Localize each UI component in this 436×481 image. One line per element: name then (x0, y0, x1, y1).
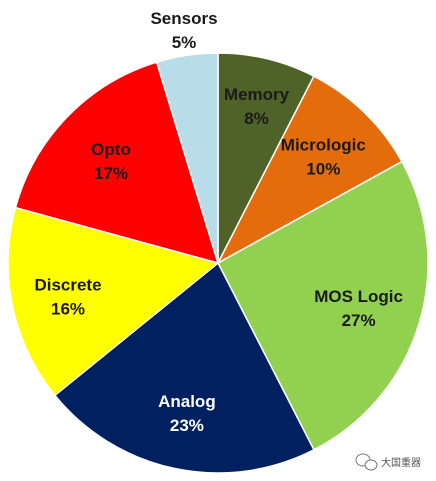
slice-label: Discrete (34, 276, 101, 295)
pie-slice-discrete (7, 206, 220, 397)
slice-label: Analog (158, 392, 216, 411)
pie-slice-micrologic (216, 75, 403, 265)
slice-value-label: 27% (342, 311, 376, 330)
slice-label: Micrologic (281, 136, 366, 155)
slice-label: Sensors (150, 9, 217, 28)
slice-value-label: 23% (170, 416, 204, 435)
pie-slices (7, 52, 429, 474)
watermark: 大国重器 大国重器 (355, 453, 422, 471)
slice-label: Opto (91, 140, 131, 159)
slice-value-label: 17% (94, 164, 128, 183)
pie-slice-analog (53, 261, 315, 474)
slice-value-label: 8% (244, 109, 269, 128)
pie-labels: Memory 8% Micrologic 10% MOS Logic 27% Analog 2… (34, 9, 403, 435)
slice-value-label: 5% (172, 33, 197, 52)
pie-slice-opto (14, 61, 220, 265)
pie-slice-mos-logic (217, 160, 429, 451)
pie-slice-memory (217, 52, 315, 264)
svg-text:大国重器: 大国重器 (381, 456, 421, 469)
wechat-icon (355, 453, 378, 471)
slice-label: MOS Logic (314, 287, 403, 306)
pie-slice-sensors (155, 52, 219, 264)
watermark-text: 大国重器 (381, 456, 421, 469)
slice-value-label: 16% (51, 300, 85, 319)
slice-label: Memory (224, 85, 290, 104)
slice-value-label: 10% (306, 160, 340, 179)
